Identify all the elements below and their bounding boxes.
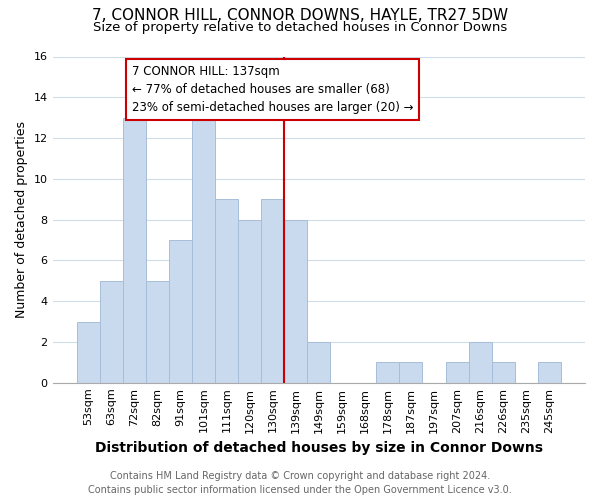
Bar <box>538 362 561 383</box>
Bar <box>261 200 284 383</box>
Text: Size of property relative to detached houses in Connor Downs: Size of property relative to detached ho… <box>93 21 507 34</box>
Bar <box>376 362 400 383</box>
Bar <box>123 118 146 383</box>
Bar <box>100 281 123 383</box>
Bar <box>469 342 491 383</box>
Text: 7 CONNOR HILL: 137sqm
← 77% of detached houses are smaller (68)
23% of semi-deta: 7 CONNOR HILL: 137sqm ← 77% of detached … <box>132 64 413 114</box>
Bar <box>238 220 261 383</box>
Y-axis label: Number of detached properties: Number of detached properties <box>15 121 28 318</box>
Text: 7, CONNOR HILL, CONNOR DOWNS, HAYLE, TR27 5DW: 7, CONNOR HILL, CONNOR DOWNS, HAYLE, TR2… <box>92 8 508 22</box>
Text: Contains HM Land Registry data © Crown copyright and database right 2024.
Contai: Contains HM Land Registry data © Crown c… <box>88 471 512 495</box>
Bar <box>491 362 515 383</box>
Bar <box>307 342 330 383</box>
Bar <box>169 240 192 383</box>
Bar <box>446 362 469 383</box>
Bar <box>192 118 215 383</box>
Bar <box>400 362 422 383</box>
Bar <box>77 322 100 383</box>
Bar <box>215 200 238 383</box>
X-axis label: Distribution of detached houses by size in Connor Downs: Distribution of detached houses by size … <box>95 441 543 455</box>
Bar <box>146 281 169 383</box>
Bar <box>284 220 307 383</box>
